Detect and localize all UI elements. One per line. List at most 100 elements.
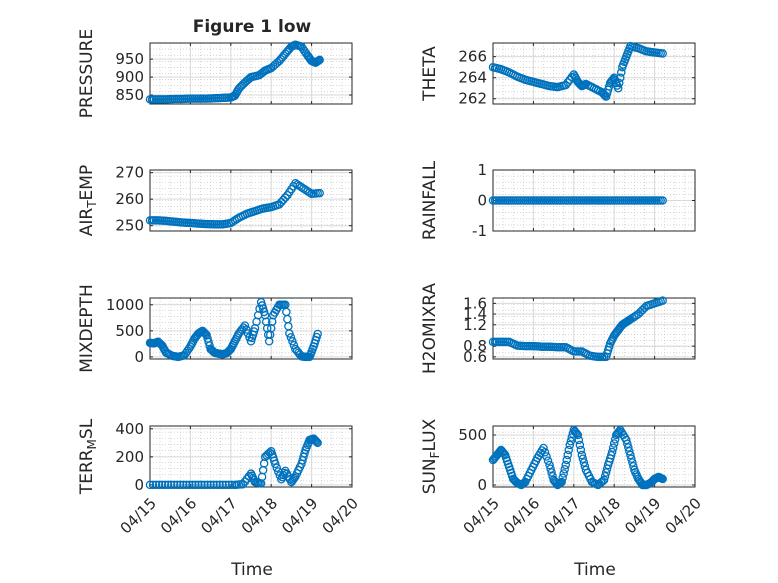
data-point [224,480,234,490]
y-axis-label-2: THETA [420,46,440,102]
data-point [242,325,251,334]
y-tick-label: 0 [477,192,487,210]
data-point [571,428,581,437]
data-point [305,188,314,197]
y-tick-label: 1.4 [463,305,487,323]
data-point [191,480,200,490]
y-tick-label: 260 [115,190,144,208]
data-point [285,329,294,338]
x-axis-label-left: Time [230,560,273,580]
data-point [311,436,320,445]
data-point [546,464,555,473]
data-point [182,480,191,490]
data-point [561,80,570,90]
data-point [240,477,250,486]
data-point [625,446,634,456]
data-point [658,49,667,58]
data-point [628,458,637,467]
data-point [499,449,509,458]
data-point [290,473,299,483]
data-point [563,450,572,460]
y-tick-label: 950 [115,50,144,68]
data-point [312,437,321,447]
data-point [615,78,624,88]
data-point [627,454,636,463]
subplot-5: 0 500 1000 MIXDEPTH [77,284,353,373]
data-point [154,480,164,490]
axes-box-5 [149,297,353,360]
y-axis-label-3: AIRTEMP [77,165,99,236]
y-tick-label: 270 [115,164,144,182]
y-tick-label: 500 [458,426,487,444]
data-point [169,480,179,490]
data-point [313,438,322,448]
subplot-6: 0.60.8 1.21.41.6 H2OMIXRA [420,283,696,374]
y-tick-label: 264 [458,69,487,87]
data-point [579,458,589,467]
data-point [215,480,224,490]
data-point [315,55,324,65]
data-point [270,459,280,469]
data-point [545,460,554,470]
data-point [617,68,626,77]
y-axis-label-7: TERRMSL [77,418,99,495]
data-point [608,443,618,452]
data-point [547,468,556,477]
data-point [200,480,209,490]
data-point [151,480,161,490]
data-point [658,196,667,205]
data-point [540,447,550,457]
data-point [616,73,625,82]
data-point [576,445,586,455]
y-tick-label: 900 [115,68,144,86]
y-axis-label-8: SUNFLUX [420,418,442,494]
data-point [166,480,176,490]
axes-box-3 [149,169,353,232]
y-tick-label: 1.6 [463,294,487,312]
data-point [185,480,194,490]
y-tick-label: 0 [134,348,144,366]
data-point [578,454,588,463]
y-tick-label: 500 [115,322,144,340]
y-tick-label: 850 [115,86,144,104]
data-point [173,480,182,490]
data-point [218,480,227,490]
data-point [157,480,167,490]
data-point [543,456,553,465]
data-point [559,469,568,478]
y-axis-label-6: H2OMIXRA [420,283,440,374]
data-point [613,83,623,93]
data-point [575,440,585,450]
data-point [539,443,548,453]
y-tick-label: 266 [458,48,487,66]
data-point [610,434,620,444]
data-point [566,436,576,446]
data-point [607,447,617,457]
data-point [558,473,567,482]
data-point [565,440,575,450]
data-point [209,480,218,490]
data-point [194,480,203,490]
data-point [272,463,282,472]
y-tick-label: 0.8 [463,337,487,355]
data-point [203,480,212,490]
data-point [626,450,635,460]
data-point [658,296,667,305]
data-point [577,450,587,460]
data-point [148,480,158,490]
data-point [613,428,623,437]
data-point [300,449,309,458]
data-point [560,464,569,474]
y-tick-label: 262 [458,90,487,108]
y-tick-label: 200 [115,448,144,466]
subplot-4: -1 0 1 RAINFALL [420,160,696,240]
data-point [176,480,185,490]
data-point [574,435,584,445]
axes-box-2 [492,42,696,105]
data-point [288,337,297,346]
data-point [600,471,610,481]
data-point [562,455,571,465]
data-point [563,78,572,87]
data-point [573,430,583,440]
